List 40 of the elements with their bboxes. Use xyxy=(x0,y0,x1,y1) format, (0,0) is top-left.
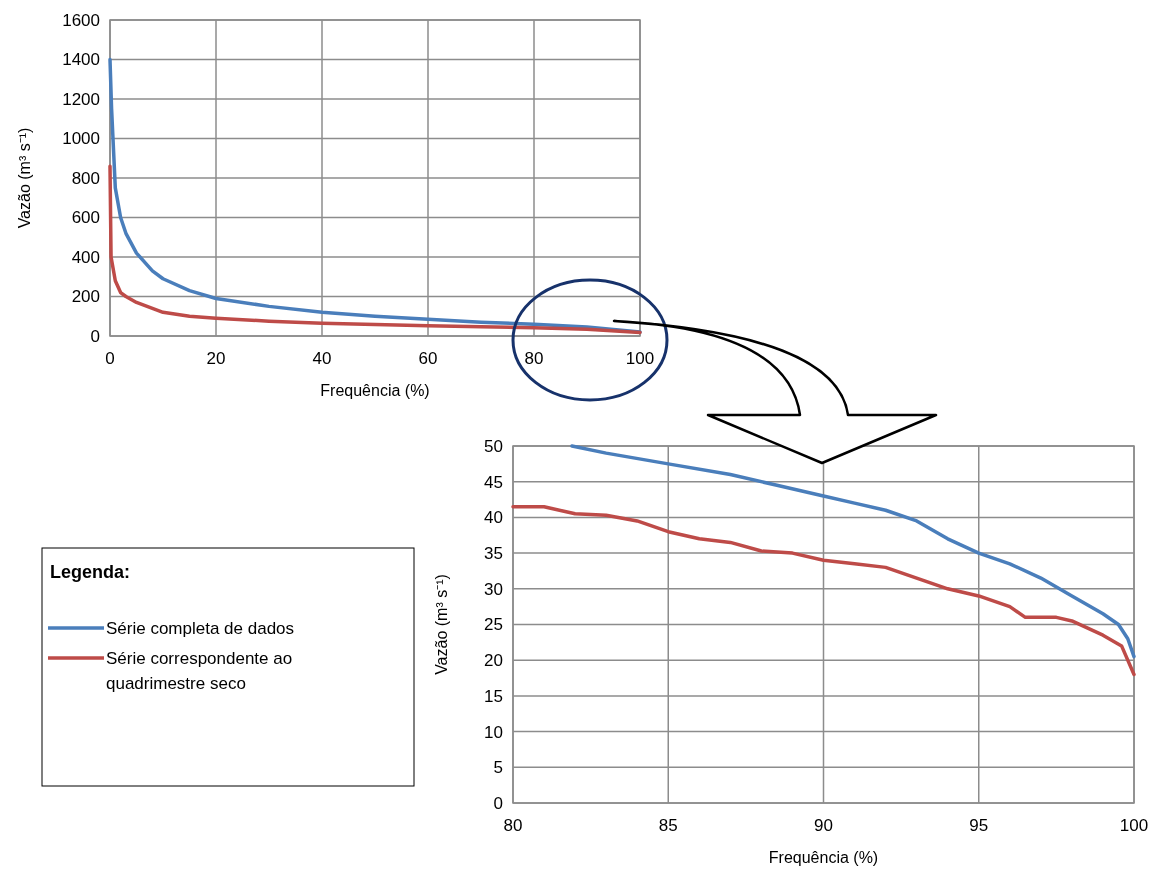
x-tick-label: 60 xyxy=(418,349,438,368)
x-axis-title: Frequência (%) xyxy=(320,382,430,399)
x-axis-title: Frequência (%) xyxy=(768,849,879,866)
x-tick-label: 95 xyxy=(969,816,989,835)
y-tick-label: 0 xyxy=(493,793,503,813)
x-tick-label: 100 xyxy=(1119,816,1149,835)
y-tick-label: 25 xyxy=(484,615,503,635)
x-tick-label: 90 xyxy=(814,816,833,835)
x-tick-label: 20 xyxy=(206,349,226,368)
y-tick-label: 20 xyxy=(484,651,503,671)
y-tick-label: 40 xyxy=(484,508,503,528)
x-tick-label: 80 xyxy=(503,816,523,835)
y-tick-label: 30 xyxy=(484,579,503,599)
y-tick-label: 45 xyxy=(484,472,503,492)
y-tick-label: 1000 xyxy=(62,129,100,149)
legend-title: Legenda: xyxy=(50,562,131,582)
y-tick-label: 1400 xyxy=(62,50,100,70)
y-tick-label: 15 xyxy=(484,686,503,706)
y-tick-label: 400 xyxy=(71,247,100,267)
y-tick-label: 600 xyxy=(71,208,100,228)
y-tick-label: 200 xyxy=(71,287,100,307)
line-series xyxy=(570,444,1136,659)
y-tick-label: 1200 xyxy=(62,89,100,109)
y-tick-label: 10 xyxy=(484,722,503,742)
y-axis-title: Vazão (m³ s⁻¹) xyxy=(433,574,450,675)
y-tick-label: 5 xyxy=(493,758,503,778)
x-tick-label: 80 xyxy=(524,349,544,368)
line-series xyxy=(511,504,1136,677)
y-tick-label: 1600 xyxy=(62,10,100,30)
x-tick-label: 40 xyxy=(312,349,332,368)
legend-label: Série completa de dados xyxy=(106,619,295,638)
y-tick-label: 50 xyxy=(484,436,503,456)
y-tick-label: 35 xyxy=(484,544,503,564)
x-tick-label: 85 xyxy=(658,816,678,835)
y-tick-label: 0 xyxy=(90,326,100,346)
legend-label: Série correspondente ao quadrimestre seco xyxy=(106,649,293,693)
x-tick-label: 0 xyxy=(105,349,115,368)
y-tick-label: 800 xyxy=(71,168,100,188)
y-axis-title: Vazão (m³ s⁻¹) xyxy=(16,127,33,229)
x-tick-label: 100 xyxy=(625,349,655,368)
